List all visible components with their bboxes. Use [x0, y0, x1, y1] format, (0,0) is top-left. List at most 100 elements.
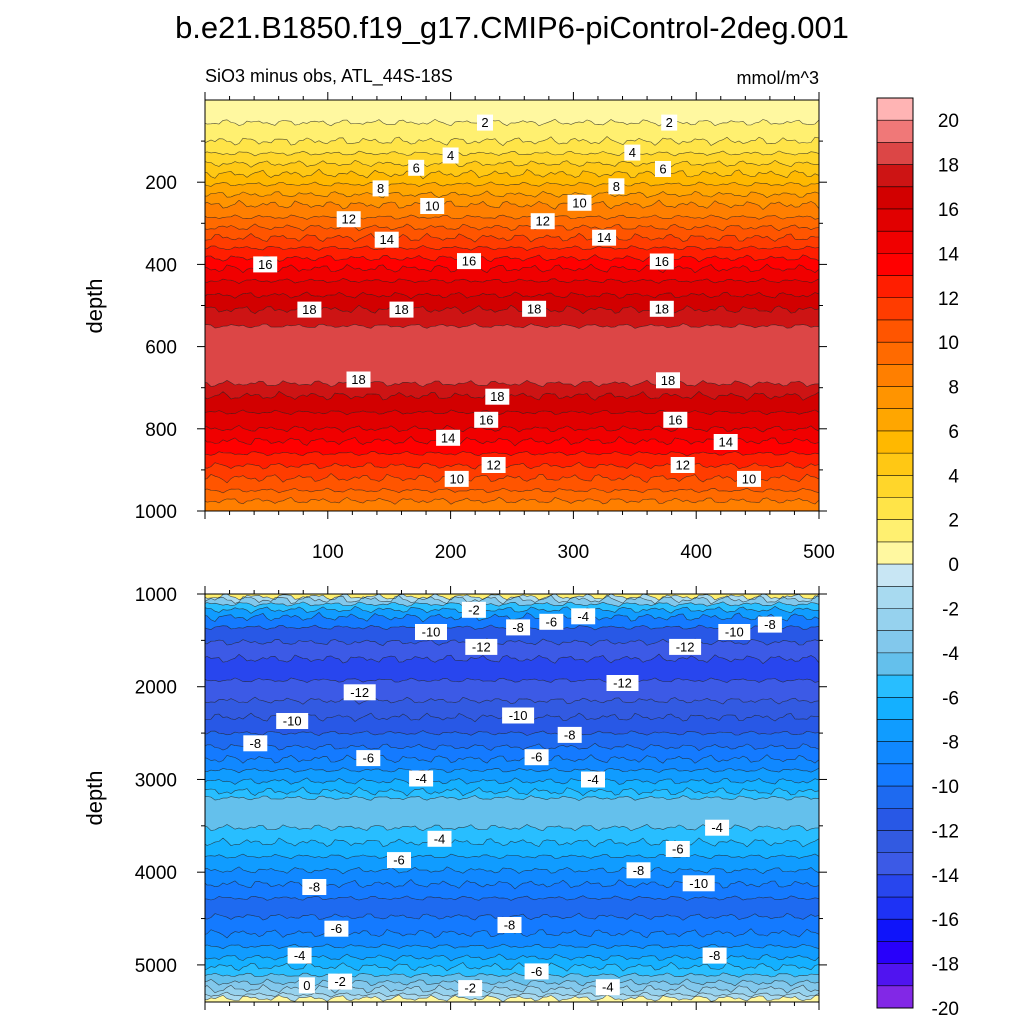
contour-label: -8: [702, 947, 727, 964]
contour-label: 18: [656, 372, 680, 389]
contour-band: [205, 100, 819, 126]
colorbar-cell: [877, 741, 913, 765]
colorbar-tick-label: -16: [932, 910, 959, 931]
contour-label: 6: [655, 161, 671, 177]
colorbar-tick-label: -14: [932, 866, 960, 887]
contour-label-box: [595, 979, 620, 996]
contour-label-text: -8: [250, 736, 262, 751]
contour-line: [205, 866, 819, 875]
contour-line: [205, 263, 819, 274]
contour-band: [205, 713, 819, 736]
colorbar-cell: [877, 808, 913, 831]
contour-band: [205, 730, 819, 751]
contour-label-box: [374, 231, 399, 248]
contour-label-text: 18: [655, 301, 669, 316]
colorbar-cell: [877, 608, 913, 631]
contour-line: [205, 199, 819, 210]
contour-label-box: [530, 213, 555, 230]
colorbar-cell: [877, 963, 913, 987]
colorbar-cell: [877, 719, 913, 742]
colorbar-cell: [877, 253, 913, 276]
contour-label-box: [356, 750, 381, 767]
contour-label-text: -6: [393, 853, 405, 868]
colorbar-cell: [877, 786, 913, 809]
contour-label-text: -12: [676, 639, 695, 654]
contour-line: [205, 786, 819, 797]
contour-line: [205, 379, 819, 388]
contour-band: [205, 233, 819, 251]
contour-label: -8: [302, 879, 327, 895]
lower-panel: -2 -8 -6 -4 -10 -12 -12 -10 -8 -12 -12 -10 -10 -8 -8 -6…: [82, 585, 827, 1010]
contour-label-box: [420, 198, 445, 214]
colorbar-tick-label: -2: [942, 599, 959, 620]
contour-label-box: [571, 608, 596, 625]
contour-label-box: [276, 713, 309, 729]
colorbar-cell: [877, 830, 913, 853]
contour-line: [205, 150, 819, 157]
contour-label-text: 12: [486, 458, 500, 473]
contour-label: -8: [557, 726, 582, 743]
contour-line: [205, 277, 819, 284]
contour-label: -4: [287, 947, 312, 964]
contour-label-text: -8: [512, 620, 524, 635]
upper-panel: 2 2 4 4 6 6 8 8 10 10 12 12 14 14 16 16 16 18 18 18 18 18 18 18…: [82, 92, 835, 563]
contour-label-text: 16: [655, 254, 669, 269]
contour-label-box: [408, 159, 425, 176]
contour-label-text: -6: [546, 614, 558, 629]
contour-label-box: [670, 457, 695, 473]
contour-label-text: 4: [629, 145, 636, 160]
contour-label-box: [655, 161, 671, 177]
colorbar-cell: [877, 453, 913, 476]
contour-band: [205, 391, 819, 415]
contour-label-box: [649, 300, 674, 317]
contour-label-box: [557, 726, 582, 743]
contour-band: [205, 837, 819, 859]
contour-line: [205, 245, 819, 251]
contour-line: [205, 496, 819, 505]
contour-label-box: [485, 388, 510, 405]
contour-label-box: [297, 301, 322, 318]
colorbar-cell: [877, 564, 913, 587]
colorbar-cell: [877, 897, 913, 920]
contour-label-box: [461, 601, 486, 618]
contour-label: -8: [243, 735, 268, 752]
contour-line: [205, 291, 819, 300]
contour-label: -4: [409, 770, 434, 787]
contour-label: -4: [427, 830, 452, 847]
contour-label-text: 2: [481, 115, 488, 130]
contour-label: 18: [485, 388, 510, 405]
contour-label: -12: [465, 638, 498, 655]
contour-label-text: 18: [527, 301, 541, 316]
contour-label-box: [757, 616, 782, 633]
colorbar-tick-label: 14: [938, 244, 960, 265]
contour-line: [205, 424, 819, 433]
colorbar-tick-label: -4: [942, 644, 959, 665]
contour-label-box: [481, 457, 506, 473]
contour-label-text: -2: [468, 602, 480, 617]
contour-label-text: -2: [464, 981, 476, 996]
contour-label-text: -6: [672, 842, 684, 857]
colorbar-cell: [877, 519, 913, 543]
upper-y-axis-label: depth: [82, 278, 107, 333]
contour-label: 12: [336, 211, 361, 228]
contour-line: [205, 472, 819, 484]
contour-label-box: [458, 980, 483, 997]
lower-y-axis-label: depth: [82, 770, 107, 825]
contour-line: [205, 837, 819, 848]
contour-label-text: -10: [725, 625, 744, 640]
contour-label: 16: [457, 253, 481, 270]
contour-label: -8: [506, 619, 531, 636]
contour-band: [205, 777, 819, 797]
contour-line: [205, 795, 819, 801]
contour-label-box: [567, 194, 592, 211]
contour-label-box: [702, 947, 727, 964]
colorbar-cell: [877, 541, 913, 565]
contour-line: [205, 223, 819, 232]
upper-contour-lines: [205, 118, 819, 505]
contour-label: 14: [713, 434, 738, 450]
contour-label-text: 16: [258, 257, 272, 272]
y-tick-label: 1000: [135, 502, 177, 523]
contour-line: [205, 601, 819, 608]
contour-label: 4: [624, 144, 641, 161]
contour-band: [205, 795, 819, 832]
